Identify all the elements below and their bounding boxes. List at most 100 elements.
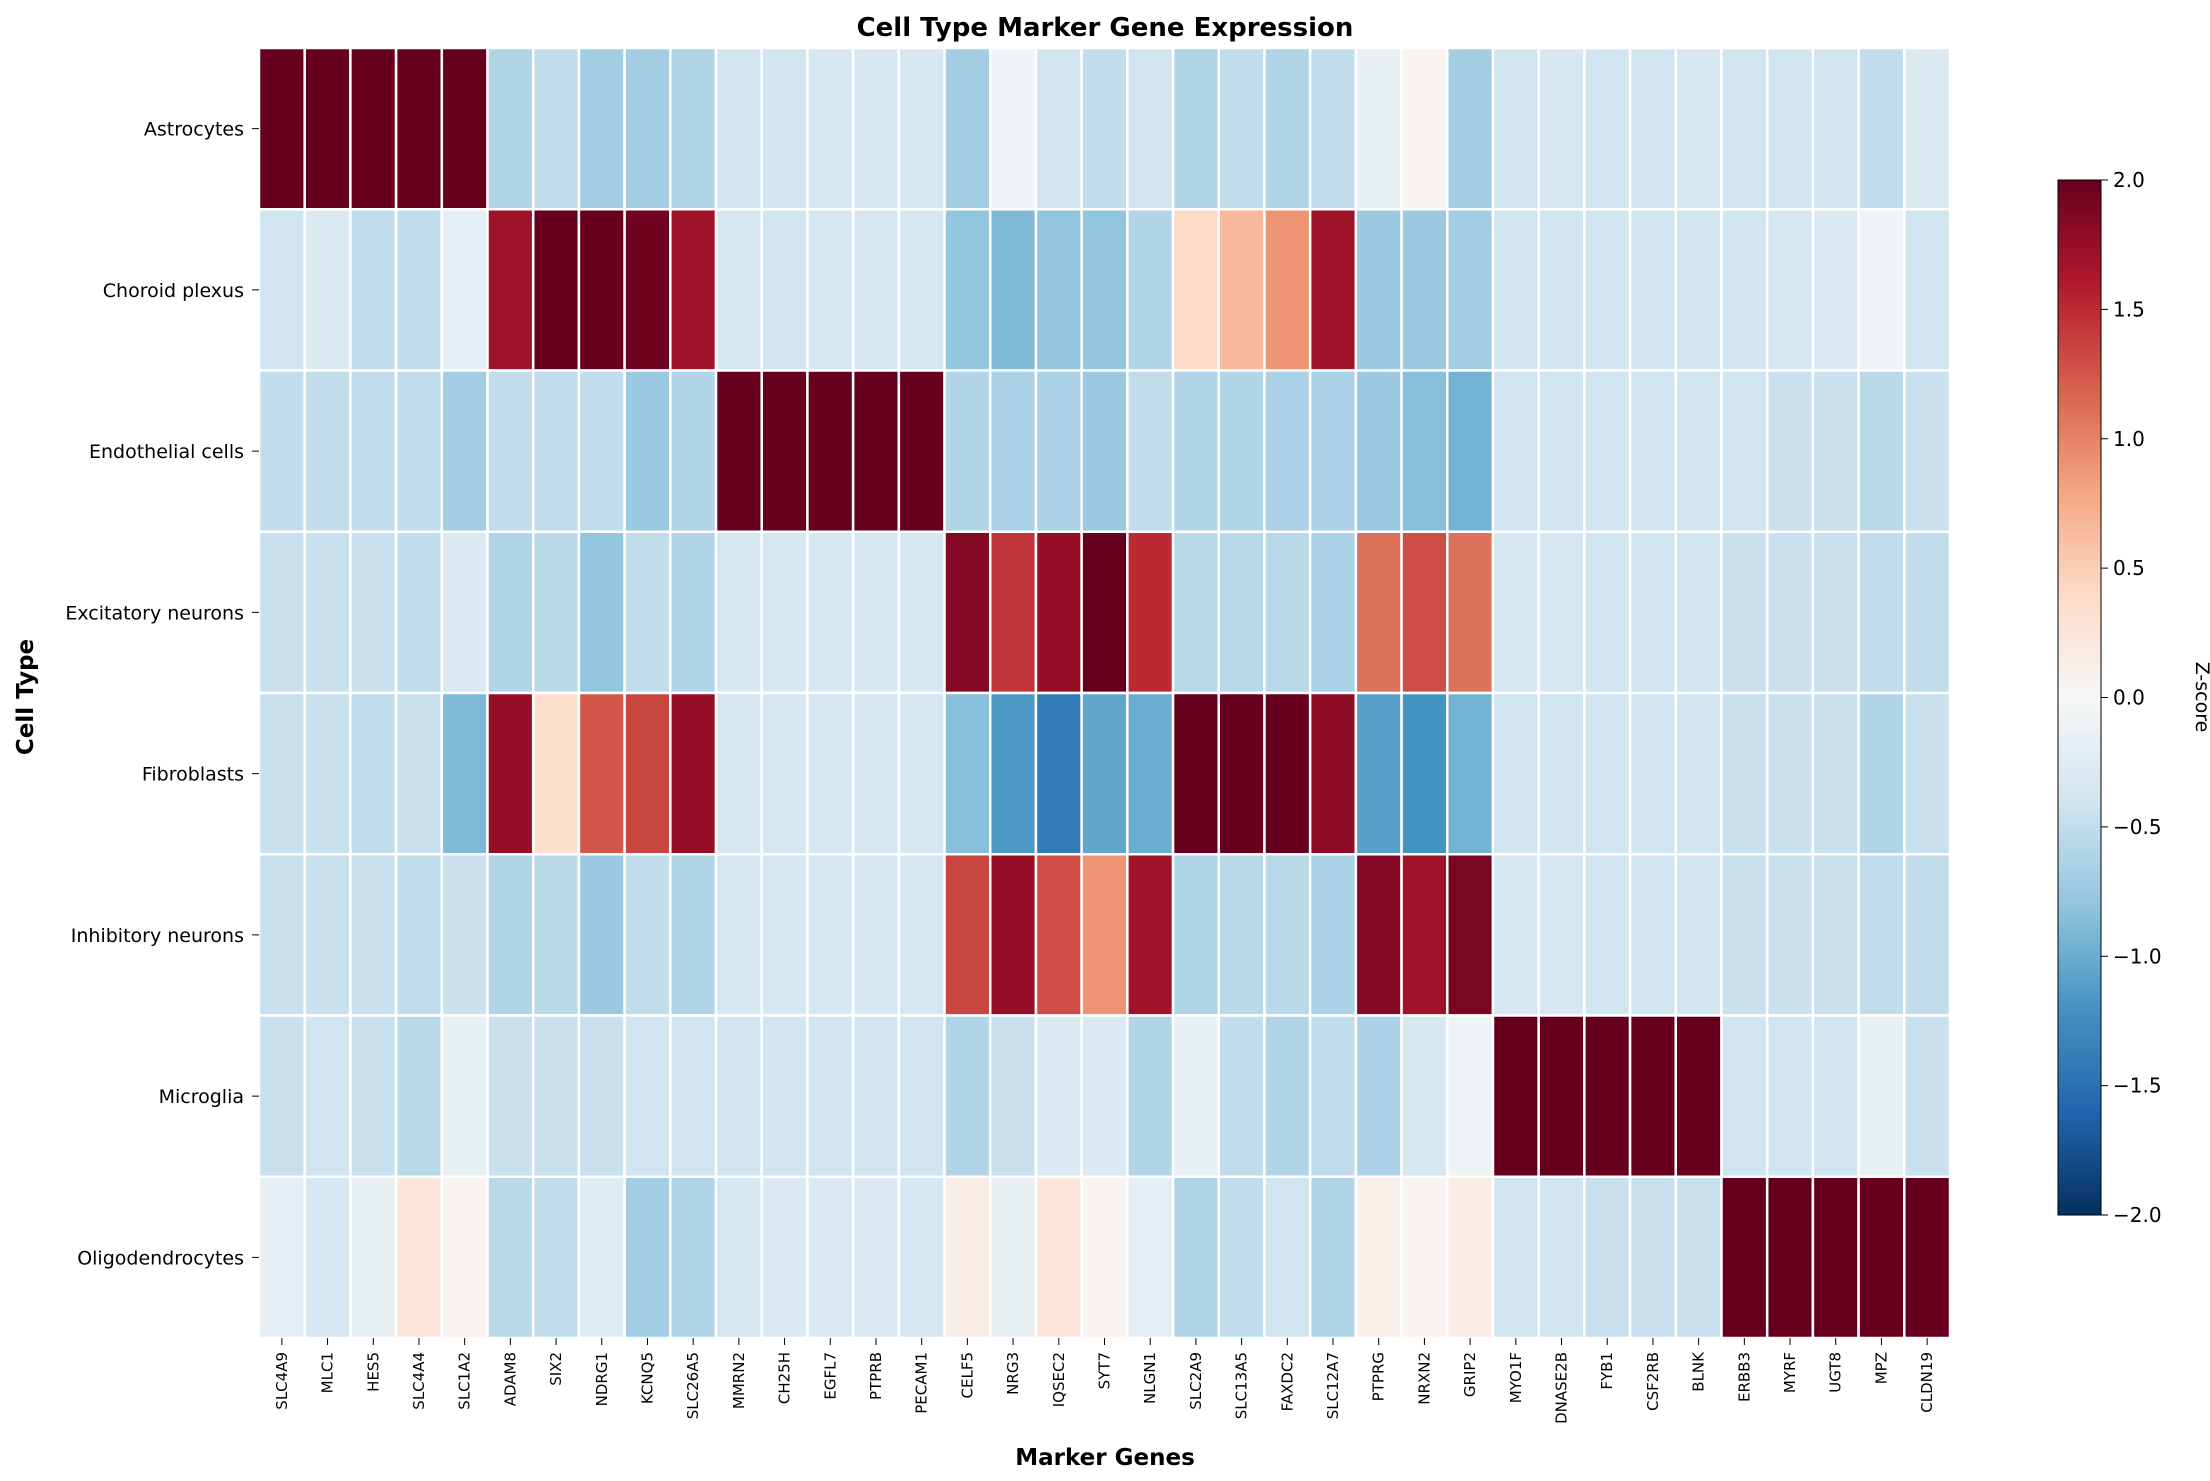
heatmap-cell bbox=[577, 691, 626, 856]
heatmap-cell bbox=[1400, 1175, 1449, 1340]
heatmap-cell bbox=[1308, 1014, 1358, 1178]
heatmap-cell bbox=[806, 46, 855, 211]
heatmap-cell bbox=[1217, 530, 1266, 695]
heatmap-cell bbox=[760, 369, 809, 533]
heatmap-cell bbox=[1720, 46, 1769, 211]
heatmap-cell bbox=[1583, 208, 1632, 372]
heatmap-cell bbox=[1400, 530, 1449, 695]
y-tick-label: Inhibitory neurons bbox=[71, 925, 244, 947]
heatmap-cell bbox=[1811, 530, 1860, 695]
heatmap-cell bbox=[1583, 530, 1632, 695]
heatmap-cell bbox=[988, 1175, 1038, 1340]
x-tick-label: SIX2 bbox=[547, 1352, 565, 1386]
heatmap-cell bbox=[851, 530, 901, 695]
heatmap-cell bbox=[623, 1175, 672, 1340]
y-tick-label: Oligodendrocytes bbox=[77, 1247, 244, 1269]
heatmap-cell bbox=[623, 853, 672, 1017]
x-tick-label: UGT8 bbox=[1827, 1352, 1845, 1393]
heatmap-cell bbox=[257, 691, 306, 856]
heatmap-cell bbox=[897, 369, 946, 533]
heatmap-cell bbox=[714, 1014, 763, 1178]
heatmap-cell bbox=[303, 853, 352, 1017]
x-tick-label: ADAM8 bbox=[501, 1352, 519, 1406]
heatmap-cell bbox=[1217, 46, 1266, 211]
x-tick-label: NRG3 bbox=[1004, 1352, 1022, 1395]
heatmap-cell bbox=[1583, 691, 1632, 856]
heatmap-cell bbox=[1263, 208, 1312, 372]
x-tick-label: NLGN1 bbox=[1141, 1352, 1159, 1404]
heatmap-cell bbox=[1903, 691, 1952, 856]
heatmap-cell bbox=[1263, 853, 1312, 1017]
heatmap-cell bbox=[1308, 1175, 1358, 1340]
colorbar-tick-label: 1.5 bbox=[2113, 297, 2145, 321]
heatmap-cell bbox=[1903, 853, 1952, 1017]
heatmap-cell bbox=[1720, 853, 1769, 1017]
heatmap-cell bbox=[1628, 369, 1678, 533]
heatmap-cell bbox=[1720, 530, 1769, 695]
heatmap-cell bbox=[1354, 691, 1403, 856]
heatmap-cell bbox=[1765, 208, 1815, 372]
heatmap-cell bbox=[1765, 853, 1815, 1017]
x-tick-label: MMRN2 bbox=[730, 1352, 748, 1409]
heatmap-cell bbox=[623, 1014, 672, 1178]
heatmap-cell bbox=[440, 46, 489, 211]
heatmap-cell bbox=[669, 1175, 718, 1340]
heatmap-cell bbox=[1446, 691, 1495, 856]
heatmap-cell bbox=[1628, 853, 1678, 1017]
x-tick-label: SLC1A2 bbox=[456, 1352, 474, 1410]
heatmap-cell bbox=[1720, 1014, 1769, 1178]
heatmap-cell bbox=[531, 208, 581, 372]
heatmap-cell bbox=[1263, 46, 1312, 211]
heatmap-cell bbox=[1811, 1175, 1860, 1340]
heatmap-cell bbox=[988, 1014, 1038, 1178]
heatmap-cell bbox=[1583, 853, 1632, 1017]
heatmap-cell bbox=[1354, 853, 1403, 1017]
colorbar-label: Z-score bbox=[2191, 662, 2210, 733]
heatmap-cell bbox=[577, 1014, 626, 1178]
heatmap-cell bbox=[394, 691, 444, 856]
heatmap-cell bbox=[303, 691, 352, 856]
heatmap-cell bbox=[806, 1175, 855, 1340]
heatmap-cell bbox=[1903, 1014, 1952, 1178]
colorbar-tick-label: 2.0 bbox=[2113, 168, 2145, 192]
heatmap-cell bbox=[1354, 1014, 1403, 1178]
heatmap-cell bbox=[714, 369, 763, 533]
heatmap-cell bbox=[1537, 1175, 1586, 1340]
heatmap-cell bbox=[1171, 691, 1221, 856]
heatmap-cell bbox=[349, 46, 398, 211]
heatmap-cell bbox=[806, 208, 855, 372]
heatmap-cell bbox=[1080, 853, 1129, 1017]
heatmap-cell bbox=[1857, 1014, 1906, 1178]
heatmap-cell bbox=[1171, 369, 1221, 533]
heatmap-cell bbox=[897, 691, 946, 856]
heatmap-cell bbox=[1308, 691, 1358, 856]
x-tick-label: SLC12A7 bbox=[1324, 1352, 1342, 1419]
heatmap-cell bbox=[257, 46, 306, 211]
heatmap-cell bbox=[486, 691, 535, 856]
x-tick-label: CELF5 bbox=[958, 1352, 976, 1398]
heatmap-cell bbox=[1400, 1014, 1449, 1178]
heatmap-cell bbox=[1674, 691, 1723, 856]
heatmap-cell bbox=[531, 46, 581, 211]
heatmap-cell bbox=[577, 46, 626, 211]
heatmap-cell bbox=[1765, 1014, 1815, 1178]
heatmap-cell bbox=[1857, 46, 1906, 211]
heatmap-cell bbox=[851, 46, 901, 211]
heatmap-cell bbox=[623, 369, 672, 533]
colorbar-tick-label: −0.5 bbox=[2113, 815, 2162, 839]
heatmap-cell bbox=[1583, 1175, 1632, 1340]
heatmap-cell bbox=[806, 691, 855, 856]
heatmap-cell bbox=[851, 369, 901, 533]
heatmap-cell bbox=[1491, 530, 1540, 695]
heatmap-cell bbox=[897, 530, 946, 695]
heatmap-cell bbox=[897, 208, 946, 372]
heatmap-cell bbox=[669, 530, 718, 695]
heatmap-cell bbox=[943, 1175, 992, 1340]
x-tick-label: SLC4A4 bbox=[410, 1352, 428, 1410]
heatmap-cell bbox=[303, 208, 352, 372]
heatmap-cell bbox=[1857, 853, 1906, 1017]
x-axis-label: Marker Genes bbox=[1015, 1445, 1195, 1471]
heatmap-cell bbox=[1765, 369, 1815, 533]
heatmap-cell bbox=[1446, 1175, 1495, 1340]
y-tick-label: Endothelial cells bbox=[89, 441, 244, 463]
